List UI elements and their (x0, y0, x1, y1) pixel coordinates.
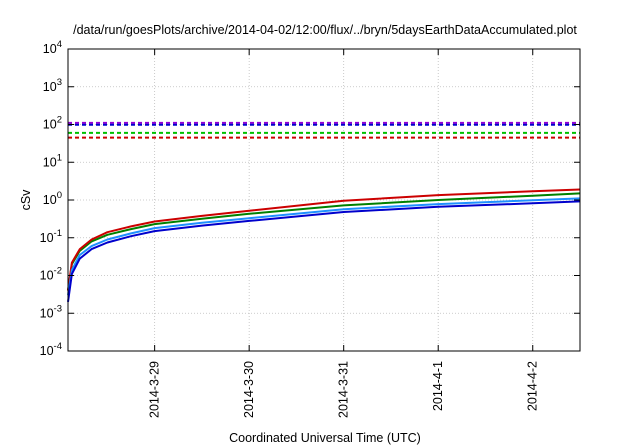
series-layer (67, 121, 581, 303)
y-tick-label: 100 (43, 190, 62, 207)
y-tick-label: 10-3 (40, 303, 62, 320)
y-tick-exponent: -2 (54, 266, 62, 277)
y-tick-label: 103 (43, 77, 62, 94)
y-tick-base: 10 (43, 118, 57, 132)
y-tick-base: 10 (40, 269, 54, 283)
chart-title: /data/run/goesPlots/archive/2014-04-02/1… (73, 23, 577, 37)
y-tick-base: 10 (43, 80, 57, 94)
y-tick-base: 10 (43, 42, 57, 56)
x-tick-label: 2014-3-29 (148, 361, 162, 418)
y-tick-label: 10-2 (40, 266, 62, 283)
y-tick-label: 101 (43, 152, 62, 169)
y-tick-label: 102 (43, 115, 62, 132)
y-tick-exponent: 0 (57, 190, 62, 201)
y-tick-exponent: 4 (57, 39, 62, 50)
series-line (67, 192, 581, 291)
x-axis-label: Coordinated Universal Time (UTC) (229, 431, 421, 445)
y-tick-base: 10 (40, 231, 54, 245)
y-tick-base: 10 (43, 193, 57, 207)
series-line (67, 200, 581, 303)
x-tick-label: 2014-3-31 (337, 361, 351, 418)
y-tick-exponent: 1 (57, 152, 62, 163)
y-tick-label: 104 (43, 39, 62, 56)
x-tick-label: 2014-4-2 (526, 361, 540, 411)
y-tick-exponent: 3 (57, 77, 62, 88)
x-axis: 2014-3-29 2014-3-30 2014-3-31 2014-4-1 2014-… (148, 49, 540, 418)
y-axis-label: cSv (19, 189, 33, 211)
y-tick-exponent: -3 (54, 303, 62, 314)
grid (68, 49, 580, 351)
series-line (67, 197, 581, 296)
y-tick-base: 10 (40, 344, 54, 358)
y-tick-base: 10 (40, 306, 54, 320)
series-line (67, 188, 581, 291)
y-tick-exponent: -1 (54, 228, 62, 239)
y-tick-exponent: -4 (54, 341, 62, 352)
x-tick-label: 2014-3-30 (242, 361, 256, 418)
y-tick-label: 10-4 (40, 341, 62, 358)
y-tick-label: 10-1 (40, 228, 62, 245)
y-tick-exponent: 2 (57, 115, 62, 126)
y-tick-base: 10 (43, 155, 57, 169)
x-tick-label: 2014-4-1 (431, 361, 445, 411)
